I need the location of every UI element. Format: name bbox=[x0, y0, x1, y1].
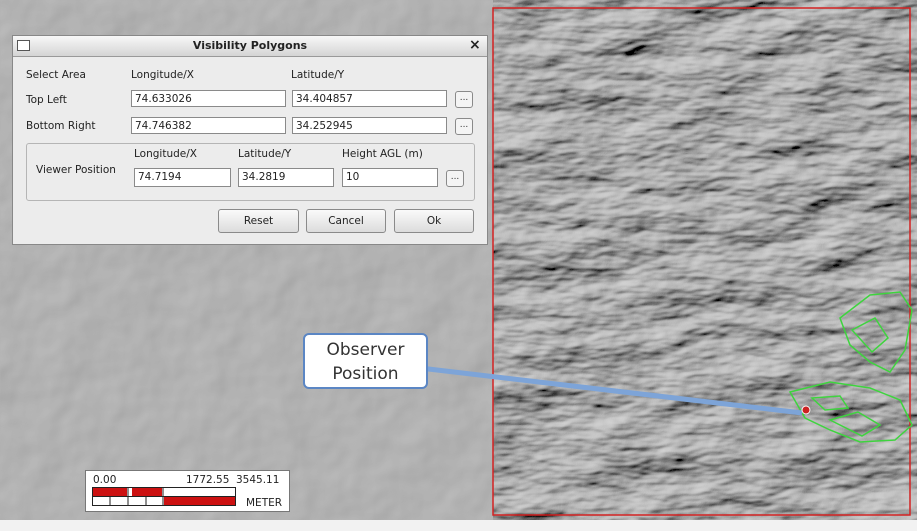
terrain-hills bbox=[493, 0, 917, 531]
row-label: Top Left bbox=[26, 94, 67, 106]
text-field[interactable]: 74.633026 bbox=[131, 90, 286, 107]
scale-unit: METER bbox=[246, 497, 282, 509]
dialog-title: Visibility Polygons bbox=[13, 39, 487, 52]
column-label: Latitude/Y bbox=[238, 148, 291, 160]
cancel-button[interactable]: Cancel bbox=[306, 209, 386, 233]
text-field[interactable]: 34.252945 bbox=[292, 117, 447, 134]
scale-graphic bbox=[92, 487, 236, 507]
observer-marker bbox=[802, 406, 810, 414]
bottom-edge bbox=[0, 520, 917, 531]
callout-line: Observer bbox=[305, 338, 426, 362]
viewer-group: Viewer Position Longitude/X Latitude/Y H… bbox=[26, 143, 475, 201]
close-button[interactable]: × bbox=[469, 37, 481, 53]
dialog: Visibility Polygons × Select Area Longit… bbox=[12, 35, 488, 245]
title-bar: Visibility Polygons × bbox=[13, 36, 487, 57]
row-label: Bottom Right bbox=[26, 120, 96, 132]
text-field[interactable]: 10 bbox=[342, 168, 438, 187]
scale-tick: 1772.55 bbox=[186, 474, 229, 486]
column-label: Longitude/X bbox=[131, 69, 194, 81]
text-field[interactable]: 74.746382 bbox=[131, 117, 286, 134]
text-field[interactable]: 74.7194 bbox=[134, 168, 231, 187]
screenshot: Observer Position 0.00 1772.55 3545.11 M… bbox=[0, 0, 917, 531]
scale-tick: 3545.11 bbox=[236, 474, 279, 486]
column-label: Latitude/Y bbox=[291, 69, 344, 81]
scale-bar: 0.00 1772.55 3545.11 METER bbox=[85, 470, 290, 512]
browse-button[interactable]: ... bbox=[446, 170, 464, 187]
browse-button[interactable]: ... bbox=[455, 91, 473, 108]
callout: Observer Position bbox=[303, 333, 428, 389]
ok-button[interactable]: Ok bbox=[394, 209, 474, 233]
column-label: Longitude/X bbox=[134, 148, 197, 160]
section-label: Select Area bbox=[26, 69, 86, 81]
reset-button[interactable]: Reset bbox=[218, 209, 299, 233]
section-label: Viewer Position bbox=[36, 164, 116, 176]
callout-line: Position bbox=[305, 362, 426, 386]
column-label: Height AGL (m) bbox=[342, 148, 423, 160]
text-field[interactable]: 34.404857 bbox=[292, 90, 447, 107]
scale-tick: 0.00 bbox=[93, 474, 116, 486]
text-field[interactable]: 34.2819 bbox=[238, 168, 334, 187]
browse-button[interactable]: ... bbox=[455, 118, 473, 135]
